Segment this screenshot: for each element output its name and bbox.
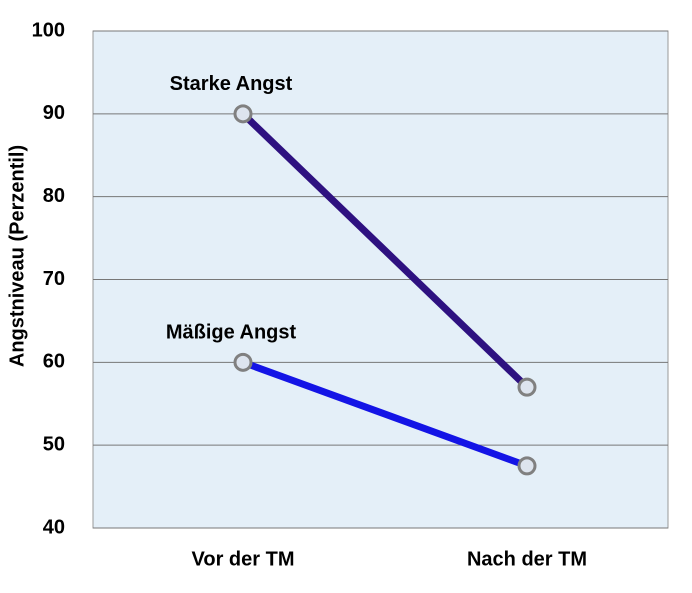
y-tick-label: 90 — [43, 102, 65, 124]
y-tick-label: 50 — [43, 433, 65, 455]
series-line — [241, 359, 529, 470]
series-line — [240, 111, 530, 390]
point-marker — [233, 104, 253, 124]
x-tick-label: Vor der TM — [192, 548, 295, 570]
y-tick-label: 100 — [32, 19, 65, 41]
y-tick-label: 40 — [43, 516, 65, 538]
x-tick-label: Nach der TM — [467, 548, 587, 570]
point-marker — [233, 352, 253, 372]
y-tick-label: 60 — [43, 351, 65, 373]
y-axis-label: Angstniveau (Perzentil) — [6, 145, 28, 367]
point-marker — [517, 456, 537, 476]
series-label: Starke Angst — [170, 73, 293, 95]
y-tick-label: 70 — [43, 268, 65, 290]
y-tick-label: 80 — [43, 185, 65, 207]
point-marker — [517, 377, 537, 397]
series-label: Mäßige Angst — [166, 322, 297, 344]
